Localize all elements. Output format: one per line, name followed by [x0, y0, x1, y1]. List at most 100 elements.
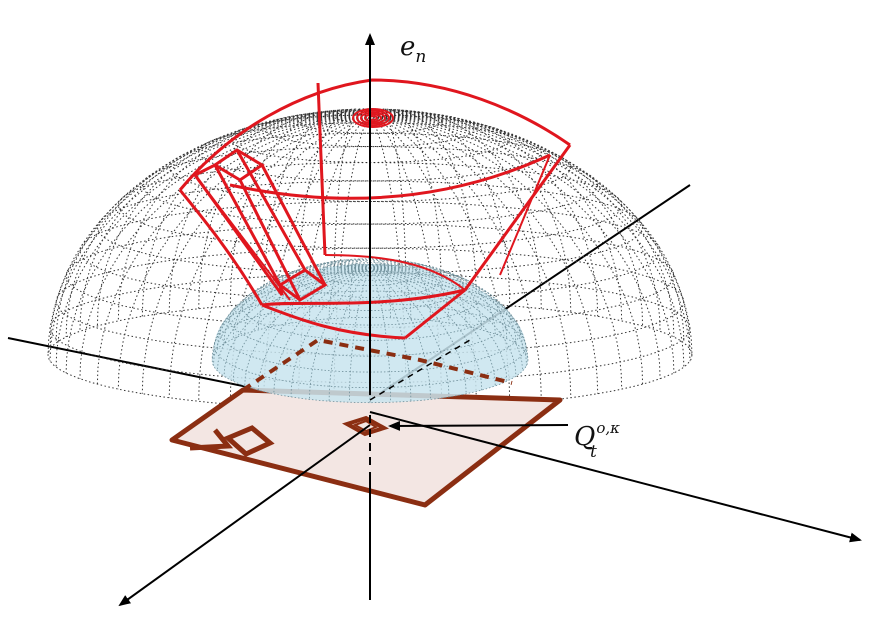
outer-meridian: [65, 114, 371, 374]
outer-meridian: [198, 114, 371, 402]
outer-meridian: [141, 114, 371, 394]
column-edge: [213, 164, 282, 286]
outer-meridian: [49, 114, 371, 362]
outer-meridian: [96, 112, 371, 326]
inner-meridian: [369, 263, 496, 335]
sector-edge-4: [404, 288, 466, 340]
sector-edge-2: [463, 144, 572, 291]
outer-parallel: [263, 109, 477, 147]
top-spiral-ring: [360, 111, 386, 125]
base-plane: [169, 387, 563, 508]
cell-label: Qo,κ t: [574, 419, 620, 462]
inner-meridian: [369, 267, 483, 391]
outer-meridian: [369, 114, 443, 409]
sector-edge-3: [499, 154, 551, 276]
inner-meridian: [309, 267, 371, 400]
outer-meridian: [369, 114, 542, 402]
sector-bottom-arc: [261, 303, 406, 340]
arrow-head-icon: [388, 420, 569, 431]
outer-meridian: [369, 111, 599, 317]
outer-meridian: [369, 114, 691, 362]
outer-meridian: [369, 114, 691, 349]
inner-meridian: [217, 266, 371, 350]
outer-parallel: [198, 122, 542, 182]
plane-small-cell-1: [189, 428, 234, 451]
inner-meridian: [217, 267, 371, 372]
column-edge: [238, 179, 302, 301]
top-spiral-ring: [352, 108, 394, 128]
outer-meridian: [369, 112, 644, 326]
outer-meridian: [369, 114, 623, 390]
inner-meridian: [349, 267, 371, 403]
depth-axis-dashed: [369, 339, 471, 401]
column-side-edge: [194, 174, 291, 301]
inner-parallel: [241, 270, 499, 341]
outer-meridian: [79, 113, 371, 332]
outer-meridian: [117, 114, 371, 390]
outer-meridian: [369, 114, 685, 343]
outer-meridian: [297, 114, 371, 409]
outer-meridian: [55, 114, 371, 343]
inner-parallel: [211, 316, 529, 404]
top-spiral-ring: [356, 109, 390, 127]
inner-meridian: [369, 265, 508, 339]
column-edge: [235, 149, 307, 271]
outer-parallel: [297, 108, 443, 134]
outer-meridian: [117, 112, 371, 321]
outer-hemisphere-mesh: [47, 108, 693, 411]
outer-meridian: [79, 114, 371, 379]
plane-center-cell-inner: [352, 419, 379, 433]
outer-parallel: [55, 247, 685, 356]
outer-meridian: [369, 114, 599, 394]
inner-meridian: [290, 267, 371, 397]
outer-parallel: [79, 200, 661, 301]
inner-meridian: [369, 260, 450, 324]
inner-meridian: [369, 267, 517, 377]
outer-meridian: [263, 108, 371, 304]
inner-meridian: [257, 262, 371, 330]
inner-meridian: [290, 260, 371, 324]
inner-meridian: [213, 267, 371, 355]
inner-meridian: [369, 267, 527, 355]
inner-meridian: [244, 263, 371, 335]
inner-meridian: [232, 267, 371, 382]
inner-meridian: [369, 266, 523, 350]
inner-meridian: [257, 267, 371, 391]
inner-meridian: [369, 267, 508, 382]
outer-meridian: [47, 114, 371, 356]
outer-meridian: [96, 114, 371, 385]
inner-parallel: [228, 279, 512, 357]
outer-parallel: [141, 146, 599, 225]
outer-meridian: [263, 114, 371, 407]
column-side-panel: [192, 163, 284, 296]
outer-meridian: [369, 114, 644, 385]
plane-square: [169, 387, 563, 508]
inner-parallel: [297, 258, 443, 298]
red-sector-frames: [178, 78, 572, 340]
inner-parallel: [213, 303, 527, 389]
inner-meridian: [328, 267, 371, 402]
column-edge: [260, 164, 327, 286]
outer-meridian: [49, 114, 371, 349]
inner-meridian: [369, 267, 391, 403]
inner-meridian: [223, 267, 371, 377]
outer-meridian: [229, 109, 371, 306]
outer-meridian: [369, 114, 693, 356]
outer-parallel: [229, 114, 511, 164]
inner-parallel: [344, 262, 396, 277]
plane-small-cell-2: [223, 425, 275, 457]
outer-meridian: [369, 114, 572, 398]
outer-meridian: [369, 114, 675, 374]
outer-meridian: [369, 110, 572, 313]
inner-meridian: [369, 266, 517, 344]
arrow-head-icon: [118, 424, 371, 607]
vertical-axis-label: en: [400, 32, 426, 67]
outer-parallel: [168, 132, 572, 203]
outer-parallel: [49, 273, 691, 384]
sector-left-edge: [178, 189, 264, 306]
outer-meridian: [198, 110, 371, 309]
sector-inner-arc: [261, 288, 466, 307]
plane-center-cell: [341, 415, 390, 437]
arrow-head-icon: [369, 411, 862, 543]
